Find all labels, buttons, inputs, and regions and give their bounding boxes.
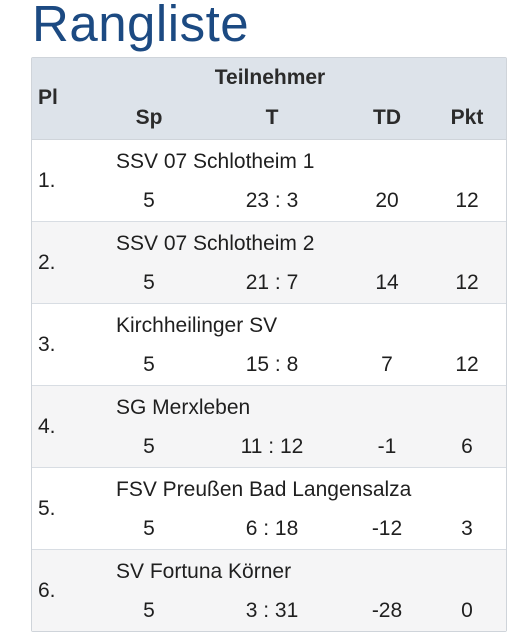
header-points[interactable]: Pkt: [450, 106, 484, 129]
row-goal-diff: 14: [375, 271, 399, 294]
header-goals[interactable]: T: [265, 106, 279, 129]
header-games[interactable]: Sp: [135, 106, 163, 129]
row-games: 5: [143, 189, 155, 212]
row-goal-diff: -12: [371, 517, 403, 540]
row-points: 12: [455, 189, 479, 212]
standings-table: Pl Teilnehmer Sp T TD Pkt 1. SSV 07 Schl…: [31, 57, 507, 632]
table-header: Pl Teilnehmer Sp T TD Pkt: [32, 58, 506, 140]
row-team: SSV 07 Schlotheim 1: [116, 150, 315, 173]
row-goal-diff: -28: [371, 599, 403, 622]
row-place: 3.: [38, 333, 56, 356]
row-place: 4.: [38, 415, 56, 438]
row-place: 5.: [38, 497, 56, 520]
row-goals: 21 : 7: [245, 271, 299, 294]
row-team: Kirchheilinger SV: [116, 314, 278, 337]
row-points: 6: [461, 435, 473, 458]
row-goal-diff: -1: [377, 435, 397, 458]
row-goals: 6 : 18: [245, 517, 299, 540]
row-goal-diff: 7: [381, 353, 393, 376]
row-games: 5: [143, 353, 155, 376]
table-row[interactable]: 1. SSV 07 Schlotheim 1 5 23 : 3 20 12: [32, 140, 506, 222]
table-row[interactable]: 5. FSV Preußen Bad Langensalza 5 6 : 18 …: [32, 468, 506, 550]
row-team: SV Fortuna Körner: [116, 560, 292, 583]
row-games: 5: [143, 271, 155, 294]
header-team[interactable]: Teilnehmer: [214, 66, 326, 89]
row-place: 6.: [38, 579, 56, 602]
row-games: 5: [143, 517, 155, 540]
row-goals: 23 : 3: [245, 189, 299, 212]
row-team: SG Merxleben: [116, 396, 251, 419]
row-goal-diff: 20: [375, 189, 399, 212]
table-row[interactable]: 4. SG Merxleben 5 11 : 12 -1 6: [32, 386, 506, 468]
row-goals: 15 : 8: [245, 353, 299, 376]
row-points: 12: [455, 271, 479, 294]
row-team: FSV Preußen Bad Langensalza: [116, 478, 412, 501]
row-team: SSV 07 Schlotheim 2: [116, 232, 315, 255]
row-goals: 3 : 31: [245, 599, 299, 622]
row-games: 5: [143, 435, 155, 458]
header-place[interactable]: Pl: [38, 86, 58, 109]
table-row[interactable]: 3. Kirchheilinger SV 5 15 : 8 7 12: [32, 304, 506, 386]
row-goals: 11 : 12: [240, 435, 304, 458]
table-row[interactable]: 2. SSV 07 Schlotheim 2 5 21 : 7 14 12: [32, 222, 506, 304]
row-place: 2.: [38, 251, 56, 274]
table-row[interactable]: 6. SV Fortuna Körner 5 3 : 31 -28 0: [32, 550, 506, 631]
row-points: 12: [455, 353, 479, 376]
row-points: 0: [461, 599, 473, 622]
header-goal-diff[interactable]: TD: [373, 106, 401, 129]
row-games: 5: [143, 599, 155, 622]
row-place: 1.: [38, 169, 56, 192]
page-title: Rangliste: [32, 0, 250, 52]
row-points: 3: [461, 517, 473, 540]
